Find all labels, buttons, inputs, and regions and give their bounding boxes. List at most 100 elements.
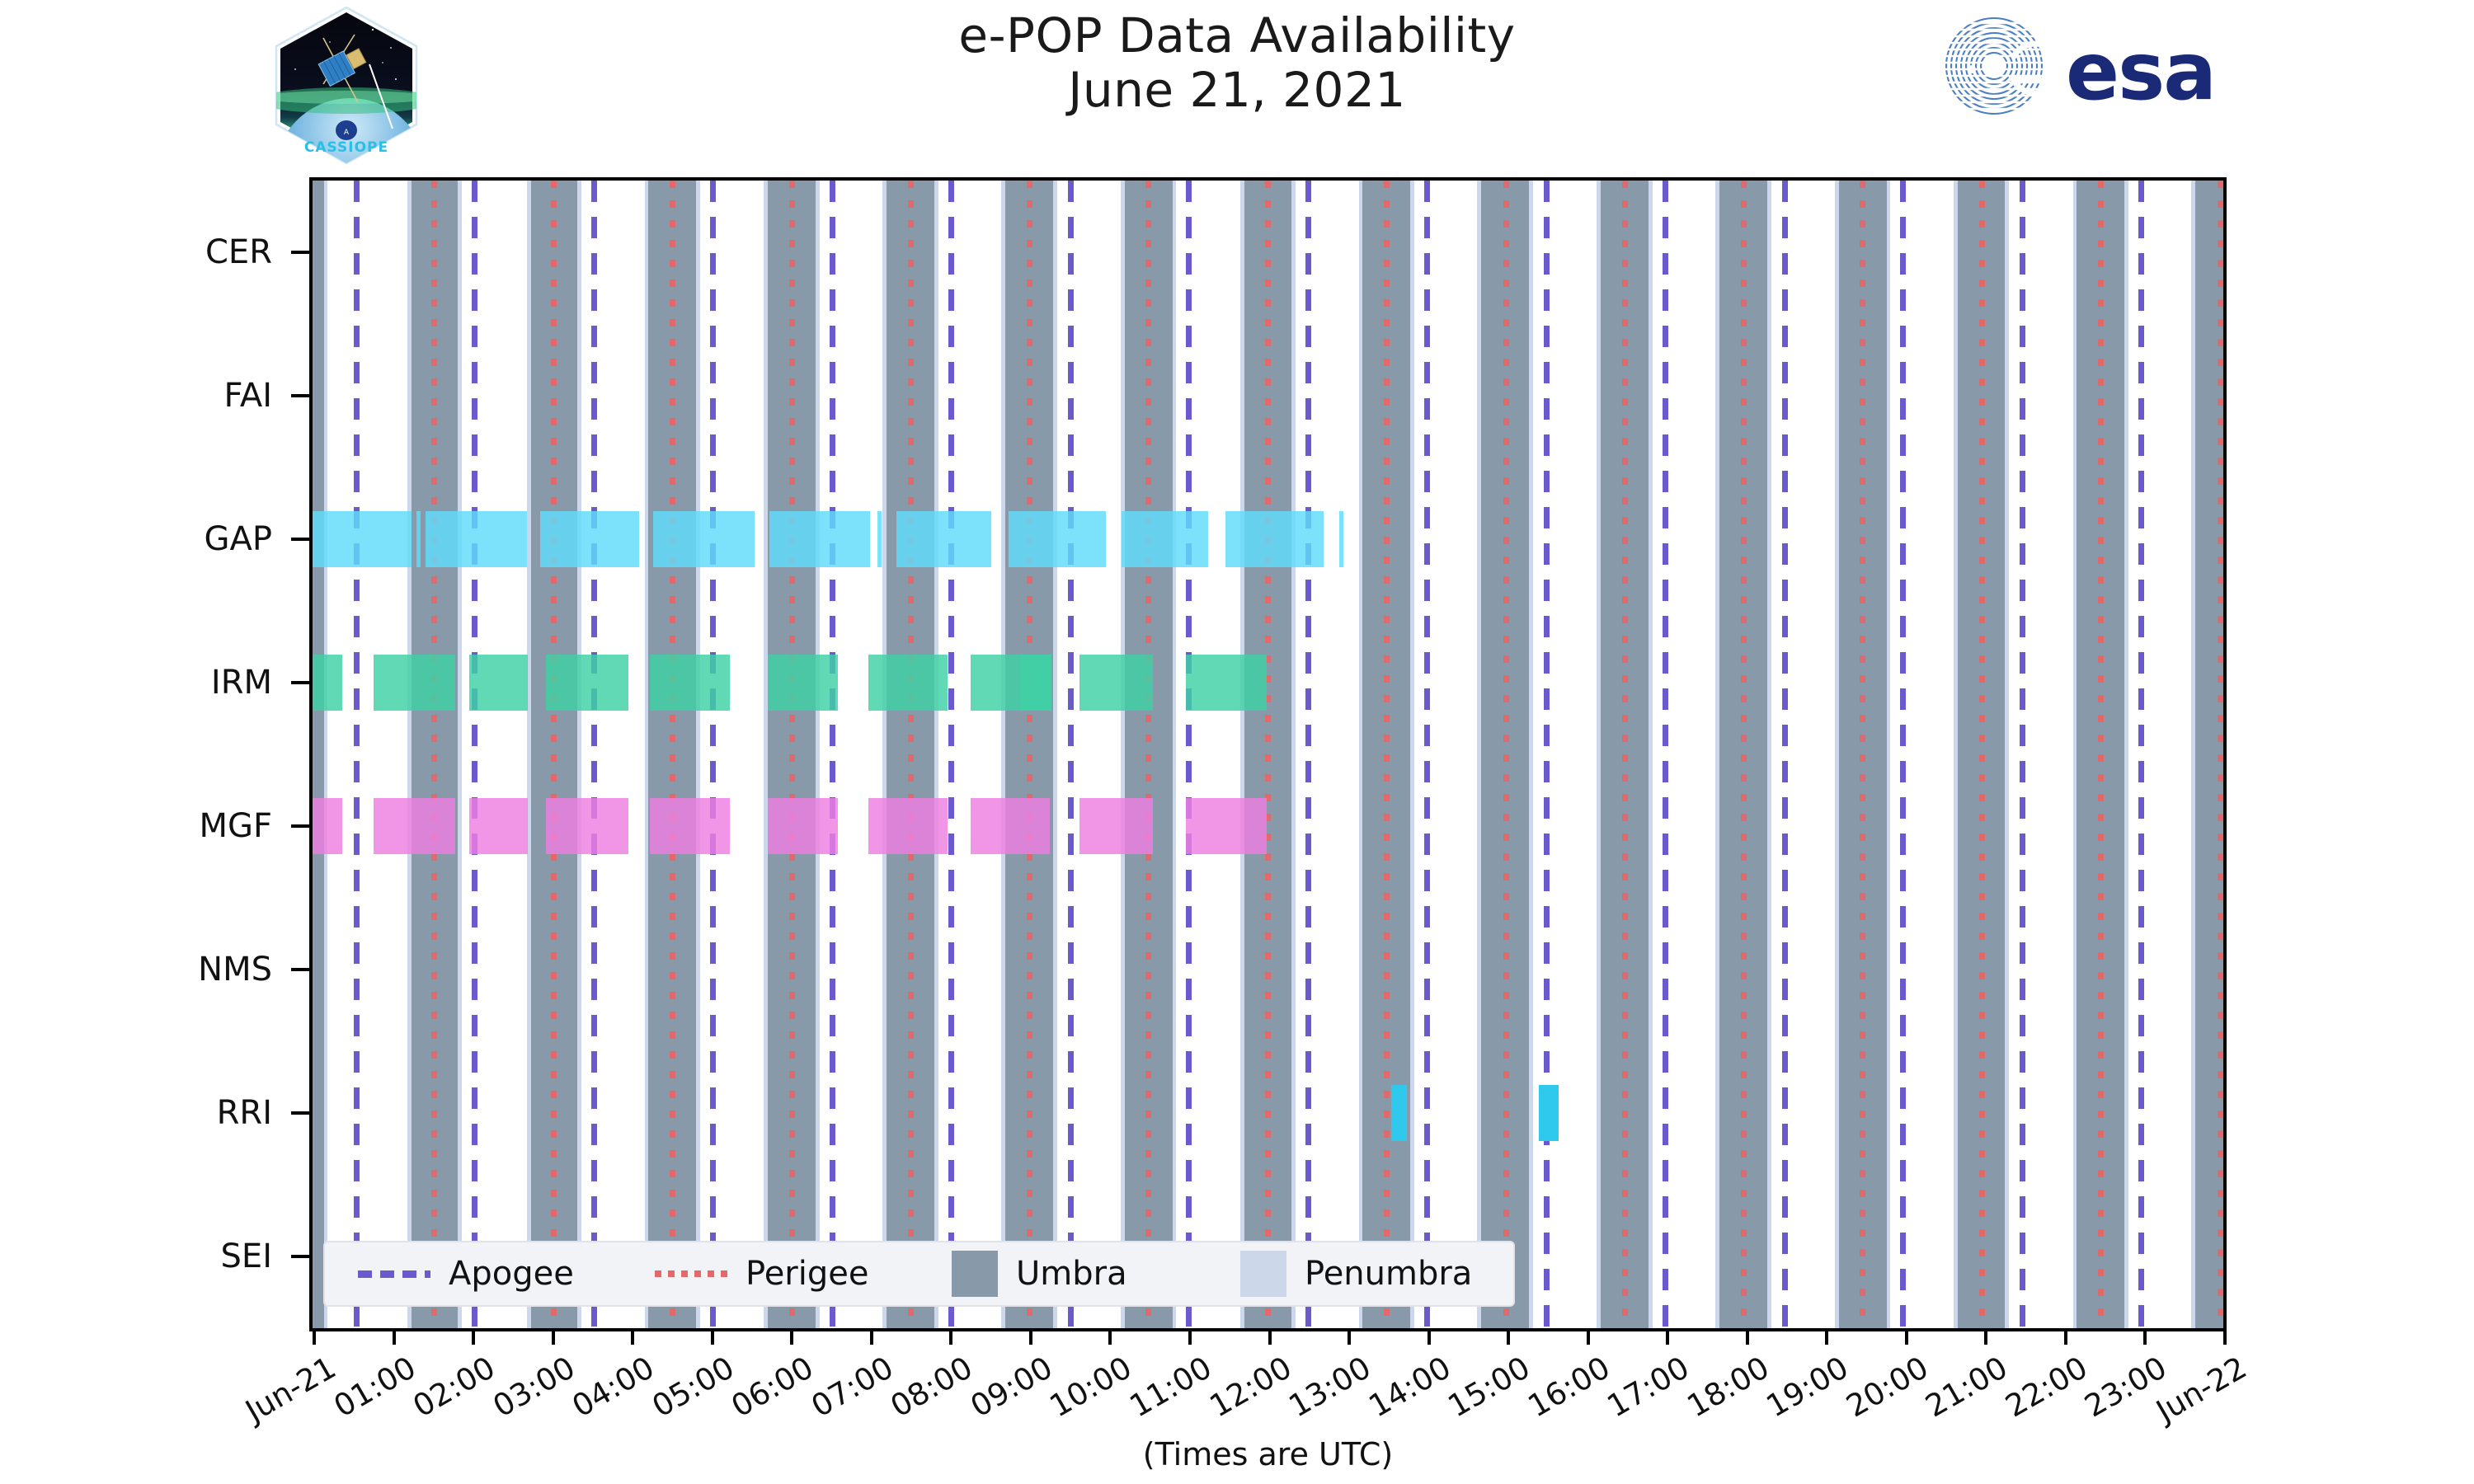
x-tick-mark xyxy=(1427,1331,1431,1345)
legend-item-perigee[interactable]: Perigee xyxy=(655,1242,868,1305)
apogee-line xyxy=(948,181,954,1328)
availability-bar-gap xyxy=(896,511,991,567)
x-tick-label: Jun-22 xyxy=(2150,1350,2253,1430)
x-tick-label: Jun-21 xyxy=(239,1350,342,1430)
availability-bar-mgf xyxy=(1186,798,1267,854)
availability-bar-irm xyxy=(1021,655,1051,711)
apogee-line xyxy=(2020,181,2026,1328)
availability-bar-irm xyxy=(868,655,948,711)
x-tick-label: 10:00 xyxy=(1044,1350,1138,1425)
x-tick-mark xyxy=(1745,1331,1749,1345)
x-tick-label: 03:00 xyxy=(487,1350,581,1425)
x-tick-label: 16:00 xyxy=(1522,1350,1616,1425)
x-tick-label: 17:00 xyxy=(1601,1350,1696,1425)
x-tick-label: 06:00 xyxy=(725,1350,820,1425)
legend-swatch-penumbra-icon xyxy=(1240,1251,1286,1297)
x-tick-label: 02:00 xyxy=(407,1350,501,1425)
legend-item-umbra[interactable]: Umbra xyxy=(952,1242,1127,1305)
x-tick-mark xyxy=(790,1331,794,1345)
availability-bar-rri xyxy=(1391,1085,1408,1141)
availability-bar-mgf xyxy=(469,798,528,854)
availability-bar-mgf xyxy=(971,798,1050,854)
page-subtitle: June 21, 2021 xyxy=(1068,62,1406,118)
perigee-line xyxy=(2097,181,2104,1328)
chart-legend: Apogee Perigee Umbra Penumbra xyxy=(323,1241,1515,1307)
x-tick-mark xyxy=(949,1331,953,1345)
perigee-line xyxy=(1145,181,1152,1328)
y-tick-mark xyxy=(291,538,309,541)
legend-item-penumbra[interactable]: Penumbra xyxy=(1240,1242,1472,1305)
perigee-line xyxy=(1503,181,1509,1328)
y-tick-mark xyxy=(291,681,309,684)
availability-bar-gap xyxy=(1121,511,1209,567)
availability-bar-gap xyxy=(426,511,527,567)
x-tick-mark xyxy=(1268,1331,1272,1345)
availability-bar-gap xyxy=(877,511,882,567)
perigee-line xyxy=(1741,181,1747,1328)
availability-bar-mgf xyxy=(313,798,342,854)
legend-label: Apogee xyxy=(449,1255,574,1293)
apogee-line xyxy=(710,181,717,1328)
x-tick-label: 04:00 xyxy=(566,1350,661,1425)
x-tick-mark xyxy=(1984,1331,1988,1345)
x-tick-mark xyxy=(631,1331,635,1345)
x-tick-mark xyxy=(1825,1331,1829,1345)
availability-bar-irm xyxy=(313,655,342,711)
availability-bar-mgf xyxy=(545,798,629,854)
svg-text:A: A xyxy=(344,129,350,137)
x-tick-label: 09:00 xyxy=(964,1350,1059,1425)
x-tick-mark xyxy=(472,1331,476,1345)
availability-bar-mgf xyxy=(868,798,948,854)
cassiope-logo-caption: CASSIOPE xyxy=(304,139,388,156)
perigee-line xyxy=(1027,181,1033,1328)
y-tick-label-nms: NMS xyxy=(198,951,272,989)
apogee-line xyxy=(1543,181,1550,1328)
y-tick-label-fai: FAI xyxy=(223,377,273,415)
apogee-line xyxy=(1662,181,1668,1328)
apogee-line xyxy=(1900,181,1907,1328)
legend-label: Perigee xyxy=(745,1255,869,1293)
plot-area xyxy=(309,177,2227,1331)
x-tick-mark xyxy=(1904,1331,1908,1345)
y-tick-mark xyxy=(291,1111,309,1115)
x-tick-label: 08:00 xyxy=(884,1350,979,1425)
perigee-line xyxy=(1621,181,1628,1328)
x-tick-label: 01:00 xyxy=(327,1350,422,1425)
perigee-line xyxy=(1265,181,1271,1328)
legend-swatch-apogee-icon xyxy=(358,1270,430,1278)
x-tick-mark xyxy=(869,1331,873,1345)
perigee-line xyxy=(1860,181,1866,1328)
perigee-line xyxy=(2217,181,2223,1328)
apogee-line xyxy=(1067,181,1074,1328)
availability-bar-rri xyxy=(1538,1085,1559,1141)
x-tick-mark xyxy=(1666,1331,1670,1345)
perigee-line xyxy=(788,181,795,1328)
x-tick-mark xyxy=(392,1331,396,1345)
availability-bar-mgf xyxy=(768,798,839,854)
availability-bar-irm xyxy=(545,655,629,711)
apogee-line xyxy=(829,181,835,1328)
x-axis-title: (Times are UTC) xyxy=(1142,1436,1394,1472)
apogee-line xyxy=(2138,181,2145,1328)
legend-swatch-perigee-icon xyxy=(655,1270,727,1277)
availability-bar-gap xyxy=(769,511,870,567)
y-axis: CER FAI GAP IRM MGF NMS RRI SEI xyxy=(0,177,309,1331)
x-tick-label: 22:00 xyxy=(1999,1350,2094,1425)
page-title: e-POP Data Availability xyxy=(958,7,1516,63)
legend-item-apogee[interactable]: Apogee xyxy=(358,1242,574,1305)
esa-logo-text: esa xyxy=(2066,26,2215,118)
availability-bar-irm xyxy=(650,655,730,711)
x-tick-label: 13:00 xyxy=(1282,1350,1377,1425)
x-tick-mark xyxy=(1586,1331,1590,1345)
perigee-line xyxy=(1978,181,1985,1328)
availability-bar-mgf xyxy=(1079,798,1153,854)
x-tick-label: 15:00 xyxy=(1442,1350,1536,1425)
y-tick-mark xyxy=(291,394,309,397)
x-tick-label: 20:00 xyxy=(1840,1350,1935,1425)
x-tick-label: 21:00 xyxy=(1920,1350,2014,1425)
x-tick-mark xyxy=(2143,1331,2147,1345)
apogee-line xyxy=(353,181,360,1328)
y-tick-mark xyxy=(291,824,309,828)
availability-bar-irm xyxy=(768,655,839,711)
